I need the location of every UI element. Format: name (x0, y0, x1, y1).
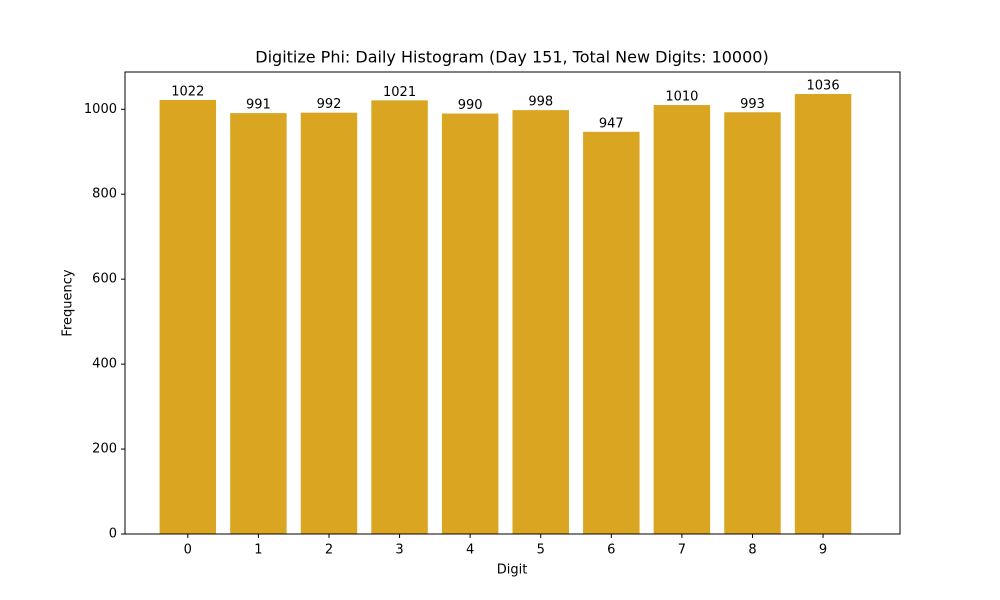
x-tick-label: 6 (607, 543, 615, 558)
y-tick-label: 0 (109, 527, 117, 542)
y-tick-label: 600 (92, 272, 117, 287)
bar (159, 99, 217, 534)
y-tick-label: 200 (92, 442, 117, 457)
value-label: 993 (740, 97, 765, 112)
x-tick-label: 9 (819, 543, 827, 558)
bar (653, 105, 711, 534)
bar (794, 94, 852, 534)
value-label: 1036 (807, 79, 840, 94)
x-tick-label: 8 (748, 543, 756, 558)
bar (230, 113, 287, 534)
x-axis-label: Digit (497, 563, 528, 578)
bar (724, 112, 781, 535)
value-label: 990 (458, 98, 483, 113)
y-tick-label: 1000 (84, 102, 117, 117)
axes-frame (124, 71, 901, 535)
bar (300, 112, 358, 534)
x-tick-label: 2 (325, 543, 333, 558)
value-label: 1021 (383, 85, 416, 100)
bar (583, 131, 640, 534)
x-tick-label: 4 (466, 543, 474, 558)
y-tick-label: 400 (92, 357, 117, 372)
y-tick-label: 800 (92, 187, 117, 202)
value-label: 1010 (665, 90, 698, 105)
x-tick-label: 7 (678, 543, 686, 558)
x-tick-label: 5 (537, 543, 545, 558)
x-tick-label: 3 (395, 543, 403, 558)
y-axis-label: Frequency (61, 269, 76, 336)
bar (512, 110, 569, 535)
value-label: 991 (246, 98, 271, 113)
value-label: 998 (528, 95, 553, 110)
bar (371, 100, 428, 534)
x-tick-label: 0 (184, 543, 192, 558)
value-label: 947 (599, 116, 624, 131)
x-tick-label: 1 (254, 543, 262, 558)
value-label: 992 (317, 97, 342, 112)
bar (441, 113, 499, 534)
value-label: 1022 (171, 84, 204, 99)
chart-title: Digitize Phi: Daily Histogram (Day 151, … (255, 48, 768, 67)
